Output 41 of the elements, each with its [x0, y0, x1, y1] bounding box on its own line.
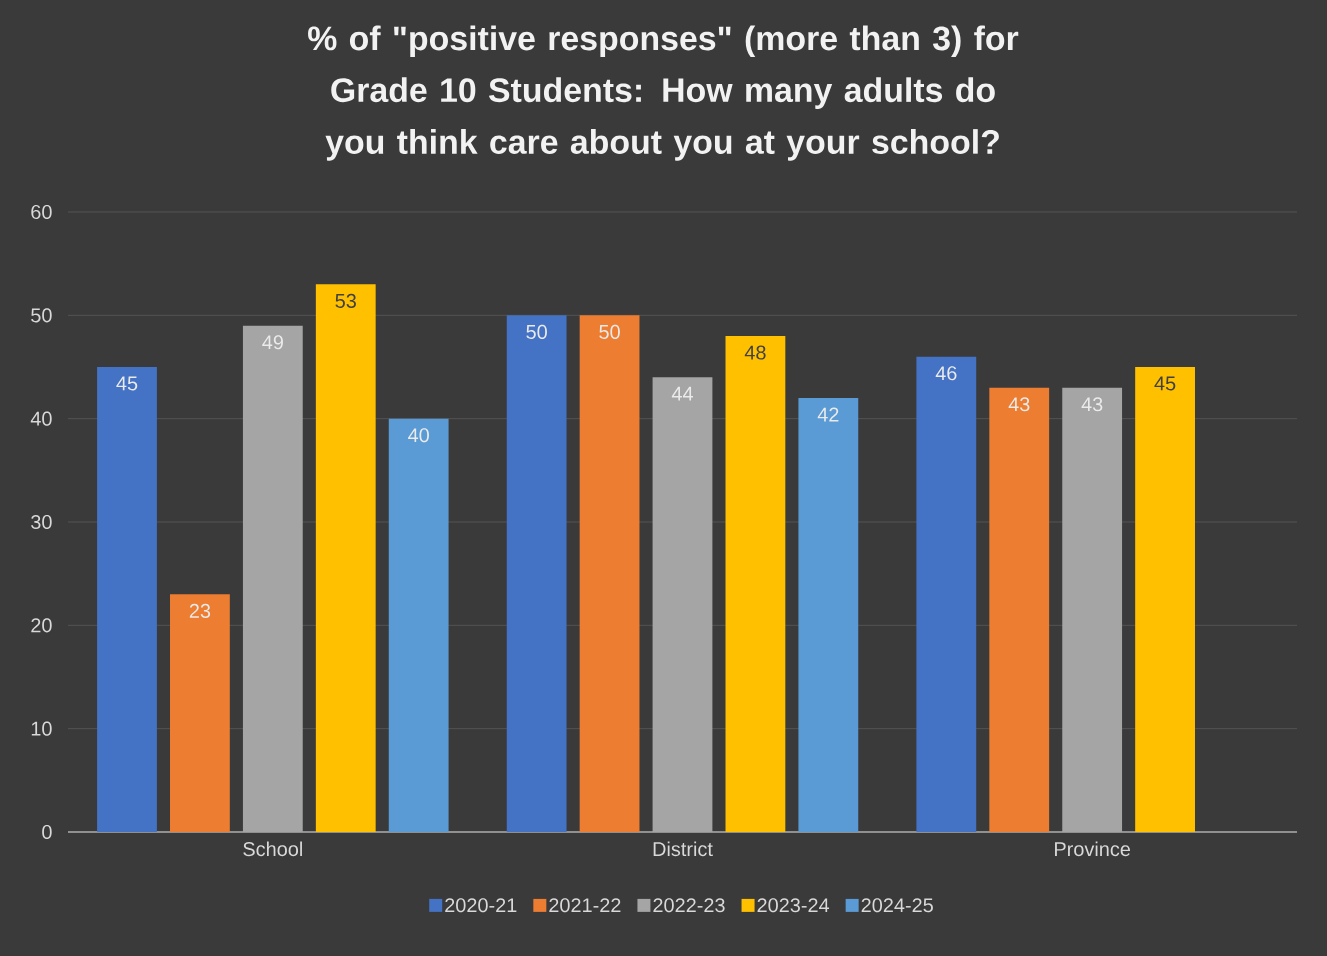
- legend-label: 2021-22: [549, 898, 621, 913]
- data-label: 46: [935, 366, 957, 381]
- legend-label: 2020-21: [445, 898, 517, 913]
- bar: [1135, 367, 1195, 832]
- x-tick-label: Province: [1055, 841, 1131, 857]
- bar: [798, 398, 859, 832]
- y-tick-label: 30: [31, 514, 52, 530]
- data-label: 50: [526, 324, 547, 339]
- bar: [916, 356, 977, 832]
- y-tick-label: 60: [31, 204, 52, 220]
- bar: [506, 315, 567, 832]
- data-label: 40: [408, 428, 429, 443]
- data-label: 23: [189, 603, 211, 618]
- legend-label: 2024-25: [861, 898, 933, 913]
- legend-label: 2022-23: [653, 898, 725, 913]
- y-tick-label: 20: [31, 618, 52, 633]
- y-tick-label: 50: [31, 308, 52, 323]
- data-label: 53: [335, 293, 356, 308]
- data-label: 50: [599, 324, 620, 339]
- data-label: 45: [1154, 376, 1176, 391]
- bar: [170, 594, 230, 832]
- chart-title: % of "positive responses" (more than 3) for Grade 10 Students: How many adults do you think care about you at your school?: [308, 25, 1019, 161]
- bar: [989, 387, 1050, 832]
- bar: [315, 284, 376, 832]
- bar: [388, 418, 449, 832]
- data-label: 49: [262, 335, 283, 350]
- y-tick-label: 0: [42, 824, 52, 840]
- bar: [725, 336, 786, 832]
- data-label: 44: [671, 386, 693, 401]
- data-label: 42: [817, 407, 839, 422]
- x-tick-label: District: [653, 841, 713, 857]
- data-label: 43: [1008, 397, 1030, 412]
- y-tick-label: 40: [30, 411, 52, 426]
- y-tick-label: 10: [31, 721, 52, 736]
- bar: [579, 315, 640, 832]
- data-label: 48: [744, 345, 766, 360]
- x-tick-label: School: [243, 841, 302, 857]
- data-label: 43: [1081, 397, 1103, 412]
- data-label: 45: [116, 376, 138, 391]
- legend-label: 2023-24: [757, 898, 830, 913]
- bar: [97, 367, 157, 832]
